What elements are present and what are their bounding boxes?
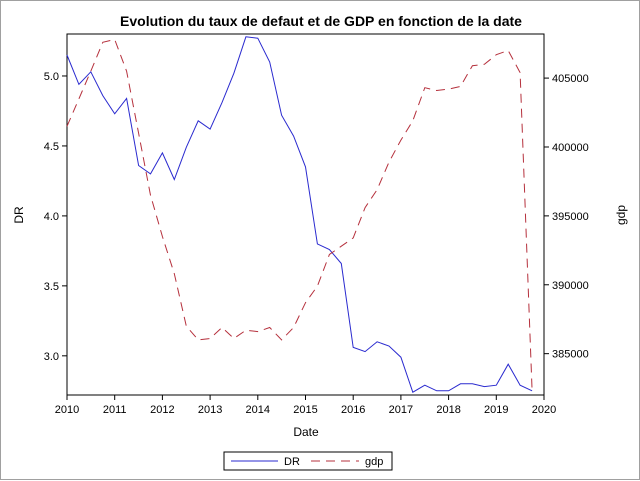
x-tick-label: 2015	[293, 404, 317, 416]
x-tick-label: 2018	[436, 404, 460, 416]
legend: DR gdp	[223, 451, 393, 471]
right-y-tick-label: 405000	[552, 73, 589, 85]
x-tick-label: 2020	[532, 404, 556, 416]
left-y-tick-label: 3.5	[44, 281, 59, 293]
right-y-tick-label: 385000	[552, 349, 589, 361]
x-tick-label: 2019	[484, 404, 508, 416]
left-y-tick-label: 4.0	[44, 211, 59, 223]
x-tick-label: 2014	[246, 404, 270, 416]
x-tick-label: 2013	[198, 404, 222, 416]
right-y-tick-label: 400000	[552, 142, 589, 154]
left-y-axis: 3.0 3.5 4.0 4.5 5.0	[44, 71, 67, 363]
left-y-tick-label: 4.5	[44, 141, 59, 153]
chart-title: Evolution du taux de defaut et de GDP en…	[120, 13, 522, 29]
x-tick-label: 2011	[103, 404, 127, 416]
right-y-axis-title: gdp	[614, 205, 628, 225]
plot-area	[66, 33, 545, 396]
x-tick-label: 2012	[150, 404, 174, 416]
left-y-tick-label: 5.0	[44, 71, 59, 83]
right-y-tick-label: 395000	[552, 211, 589, 223]
right-y-axis: 385000 390000 395000 400000 405000	[544, 73, 589, 361]
right-y-tick-label: 390000	[552, 280, 589, 292]
series-line-dr	[66, 36, 533, 393]
x-tick-label: 2016	[341, 404, 365, 416]
x-tick-label: 2017	[389, 404, 413, 416]
legend-label-dr: DR	[284, 456, 300, 468]
x-axis: 2010 2011 2012 2013 2014 2015 2016 2017 2018 2019…	[55, 395, 556, 416]
x-tick-label: 2010	[55, 404, 79, 416]
series-line-gdp	[66, 38, 533, 391]
legend-box	[223, 451, 393, 471]
left-y-tick-label: 3.0	[44, 351, 59, 363]
legend-label-gdp: gdp	[365, 456, 383, 468]
left-y-axis-title: DR	[12, 206, 26, 224]
series-layer	[66, 36, 533, 393]
x-axis-title: Date	[293, 425, 319, 439]
